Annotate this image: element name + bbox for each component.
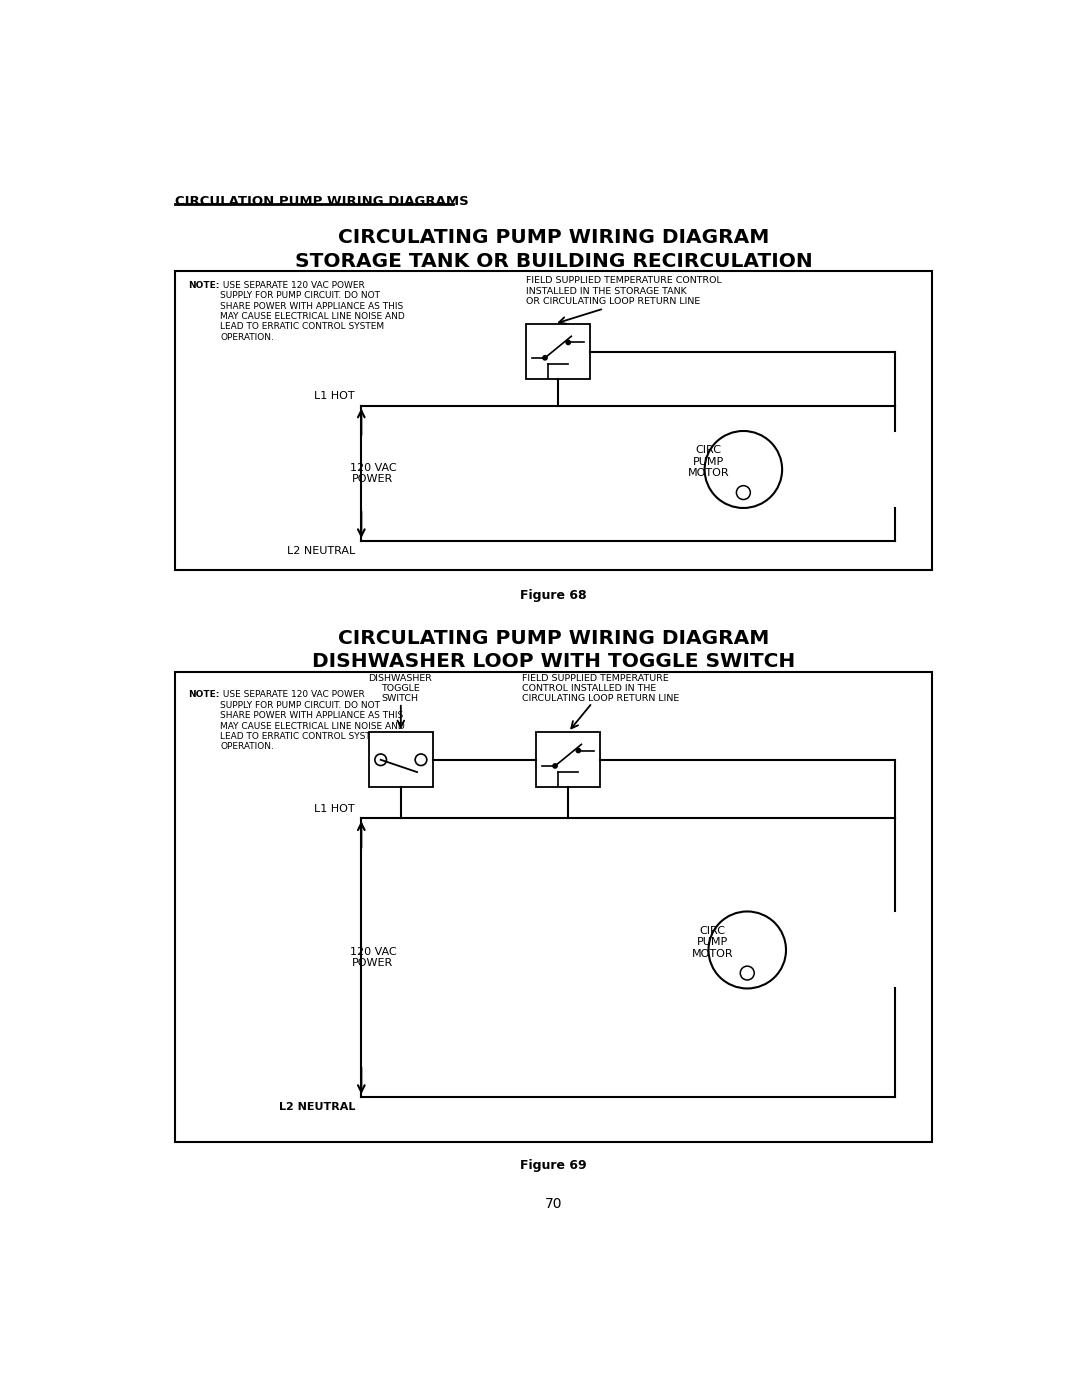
Circle shape bbox=[740, 967, 754, 979]
Text: CIRCULATING PUMP WIRING DIAGRAM: CIRCULATING PUMP WIRING DIAGRAM bbox=[338, 629, 769, 648]
Bar bbox=[369, 732, 433, 788]
Text: NOTE:: NOTE: bbox=[188, 281, 219, 289]
Text: FIELD SUPPLIED TEMPERATURE CONTROL
INSTALLED IN THE STORAGE TANK
OR CIRCULATING : FIELD SUPPLIED TEMPERATURE CONTROL INSTA… bbox=[526, 277, 723, 306]
Text: USE SEPARATE 120 VAC POWER
SUPPLY FOR PUMP CIRCUIT. DO NOT
SHARE POWER WITH APPL: USE SEPARATE 120 VAC POWER SUPPLY FOR PU… bbox=[220, 690, 405, 752]
Text: STORAGE TANK OR BUILDING RECIRCULATION: STORAGE TANK OR BUILDING RECIRCULATION bbox=[295, 251, 812, 271]
Text: L2 NEUTRAL: L2 NEUTRAL bbox=[287, 546, 355, 556]
Text: DISHWASHER LOOP WITH TOGGLE SWITCH: DISHWASHER LOOP WITH TOGGLE SWITCH bbox=[312, 652, 795, 671]
Text: CIRC
PUMP
MOTOR: CIRC PUMP MOTOR bbox=[691, 926, 733, 958]
Bar bbox=[175, 672, 932, 1141]
Bar bbox=[526, 324, 590, 380]
Bar bbox=[175, 271, 932, 570]
Text: DISHWASHER
TOGGLE
SWITCH: DISHWASHER TOGGLE SWITCH bbox=[368, 673, 432, 703]
Text: L1 HOT: L1 HOT bbox=[314, 803, 355, 813]
Circle shape bbox=[543, 356, 548, 360]
Text: Figure 68: Figure 68 bbox=[521, 588, 586, 602]
Circle shape bbox=[708, 911, 786, 989]
Bar bbox=[537, 732, 600, 788]
Text: CIRC
PUMP
MOTOR: CIRC PUMP MOTOR bbox=[688, 446, 729, 478]
Text: NOTE:: NOTE: bbox=[188, 690, 219, 700]
Circle shape bbox=[576, 749, 580, 753]
Text: 120 VAC
POWER: 120 VAC POWER bbox=[350, 947, 396, 968]
Text: L2 NEUTRAL: L2 NEUTRAL bbox=[279, 1102, 355, 1112]
Text: CIRCULATION PUMP WIRING DIAGRAMS: CIRCULATION PUMP WIRING DIAGRAMS bbox=[175, 194, 469, 208]
Text: 120 VAC
POWER: 120 VAC POWER bbox=[350, 462, 396, 485]
Circle shape bbox=[704, 432, 782, 509]
Circle shape bbox=[566, 341, 570, 345]
Circle shape bbox=[737, 486, 751, 500]
Text: L1 HOT: L1 HOT bbox=[314, 391, 355, 401]
Circle shape bbox=[375, 754, 387, 766]
Circle shape bbox=[415, 754, 427, 766]
Text: CIRCULATING PUMP WIRING DIAGRAM: CIRCULATING PUMP WIRING DIAGRAM bbox=[338, 229, 769, 247]
Text: USE SEPARATE 120 VAC POWER
SUPPLY FOR PUMP CIRCUIT. DO NOT
SHARE POWER WITH APPL: USE SEPARATE 120 VAC POWER SUPPLY FOR PU… bbox=[220, 281, 405, 342]
Text: Figure 69: Figure 69 bbox=[521, 1158, 586, 1172]
Text: FIELD SUPPLIED TEMPERATURE
CONTROL INSTALLED IN THE
CIRCULATING LOOP RETURN LINE: FIELD SUPPLIED TEMPERATURE CONTROL INSTA… bbox=[523, 673, 679, 703]
Text: 70: 70 bbox=[544, 1197, 563, 1211]
Circle shape bbox=[553, 764, 557, 768]
